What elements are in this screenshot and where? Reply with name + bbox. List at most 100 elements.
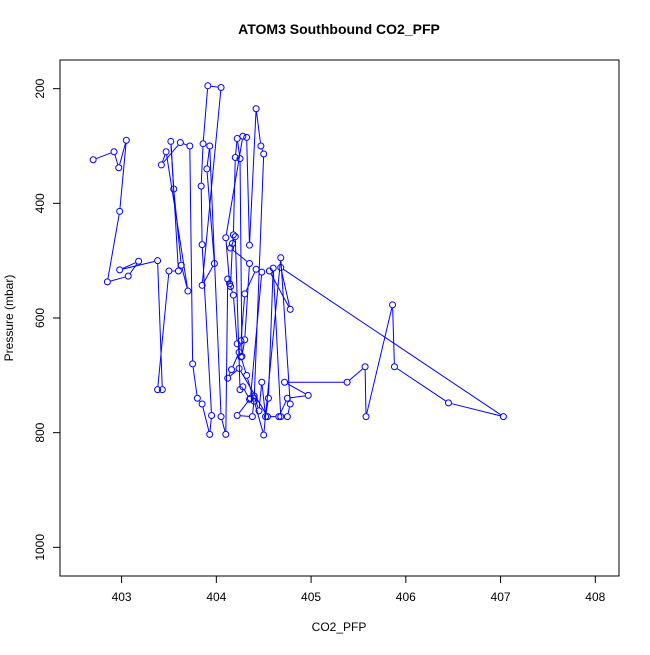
data-point — [242, 291, 248, 297]
series-line-segment — [235, 240, 240, 386]
data-point — [287, 306, 293, 312]
data-point — [205, 83, 211, 89]
series-line-segment — [130, 264, 137, 273]
x-tick-label: 407 — [491, 590, 511, 604]
chart-title: ATOM3 Southbound CO2_PFP — [238, 21, 440, 37]
data-point — [190, 361, 196, 367]
series-line-segment — [203, 407, 209, 431]
data-point — [136, 258, 142, 264]
series-line-segment — [233, 161, 235, 232]
series-line-segment — [367, 308, 392, 413]
data-point — [445, 400, 451, 406]
data-point — [230, 292, 236, 298]
data-point — [90, 157, 96, 163]
series-line-segment — [238, 142, 240, 155]
series-line-segment — [229, 373, 230, 375]
plot-series — [90, 83, 506, 438]
data-point — [265, 395, 271, 401]
series-line-segment — [226, 282, 228, 431]
data-point — [123, 137, 129, 143]
data-point — [249, 414, 255, 420]
data-point — [244, 372, 250, 378]
series-line-segment — [242, 360, 246, 372]
data-point — [225, 375, 231, 381]
x-tick-label: 408 — [585, 590, 605, 604]
series-line-segment — [291, 396, 305, 398]
data-point — [125, 273, 131, 279]
series-line-segment — [288, 384, 306, 394]
data-point — [218, 414, 224, 420]
data-point — [234, 412, 240, 418]
data-point — [259, 379, 265, 385]
series-line-segment — [245, 267, 249, 336]
data-point — [390, 302, 396, 308]
series-line-segment — [233, 250, 247, 261]
data-point — [500, 414, 506, 420]
data-point — [204, 166, 210, 172]
data-point — [155, 258, 161, 264]
series-line-segment — [242, 343, 244, 353]
y-tick-label: 400 — [33, 193, 47, 213]
data-point — [207, 431, 213, 437]
series-line-segment — [211, 86, 218, 87]
data-point — [166, 268, 172, 274]
data-point — [246, 261, 252, 267]
series-line-segment — [393, 308, 395, 363]
data-point — [278, 255, 284, 261]
data-point — [287, 401, 293, 407]
data-point — [163, 149, 169, 155]
plot-frame — [60, 60, 619, 576]
data-point — [253, 266, 259, 272]
data-point — [218, 85, 224, 91]
data-point — [261, 151, 267, 157]
series-line-segment — [236, 142, 237, 154]
data-point — [199, 401, 205, 407]
series-line-segment — [254, 157, 263, 394]
data-point — [362, 364, 368, 370]
data-point — [177, 140, 183, 146]
data-point — [261, 432, 267, 438]
data-point — [117, 267, 123, 273]
series-line-segment — [234, 298, 237, 340]
data-point — [199, 242, 205, 248]
series-line-segment — [222, 420, 225, 431]
series-line-segment — [108, 215, 119, 279]
series-line-segment — [203, 89, 207, 140]
x-axis-label: CO2_PFP — [312, 620, 367, 634]
y-tick-label: 600 — [33, 308, 47, 328]
series-line-segment — [262, 149, 263, 151]
data-point — [117, 208, 123, 214]
data-point — [244, 134, 250, 140]
data-point — [207, 143, 213, 149]
data-point — [198, 183, 204, 189]
series-line-segment — [193, 367, 197, 395]
data-point — [168, 138, 174, 144]
data-point — [391, 364, 397, 370]
series-line-segment — [365, 370, 366, 413]
data-point — [240, 133, 246, 139]
data-point — [209, 412, 215, 418]
y-axis-label: Pressure (mbar) — [2, 275, 16, 362]
data-point — [282, 379, 288, 385]
data-point — [158, 162, 164, 168]
data-point — [194, 395, 200, 401]
data-point — [200, 141, 206, 147]
series-line-segment — [201, 190, 202, 242]
y-tick-label: 800 — [33, 422, 47, 442]
data-point — [187, 143, 193, 149]
series-line-segment — [204, 266, 213, 282]
data-point — [223, 235, 229, 241]
series-line-segment — [250, 112, 256, 242]
x-tick-label: 406 — [396, 590, 416, 604]
series-line-segment — [246, 272, 255, 290]
data-point — [223, 431, 229, 437]
series-line-segment — [288, 407, 289, 413]
data-point — [185, 288, 191, 294]
data-point — [305, 392, 311, 398]
series-line-segment — [210, 149, 221, 413]
x-tick-label: 405 — [301, 590, 321, 604]
data-point — [111, 149, 117, 155]
